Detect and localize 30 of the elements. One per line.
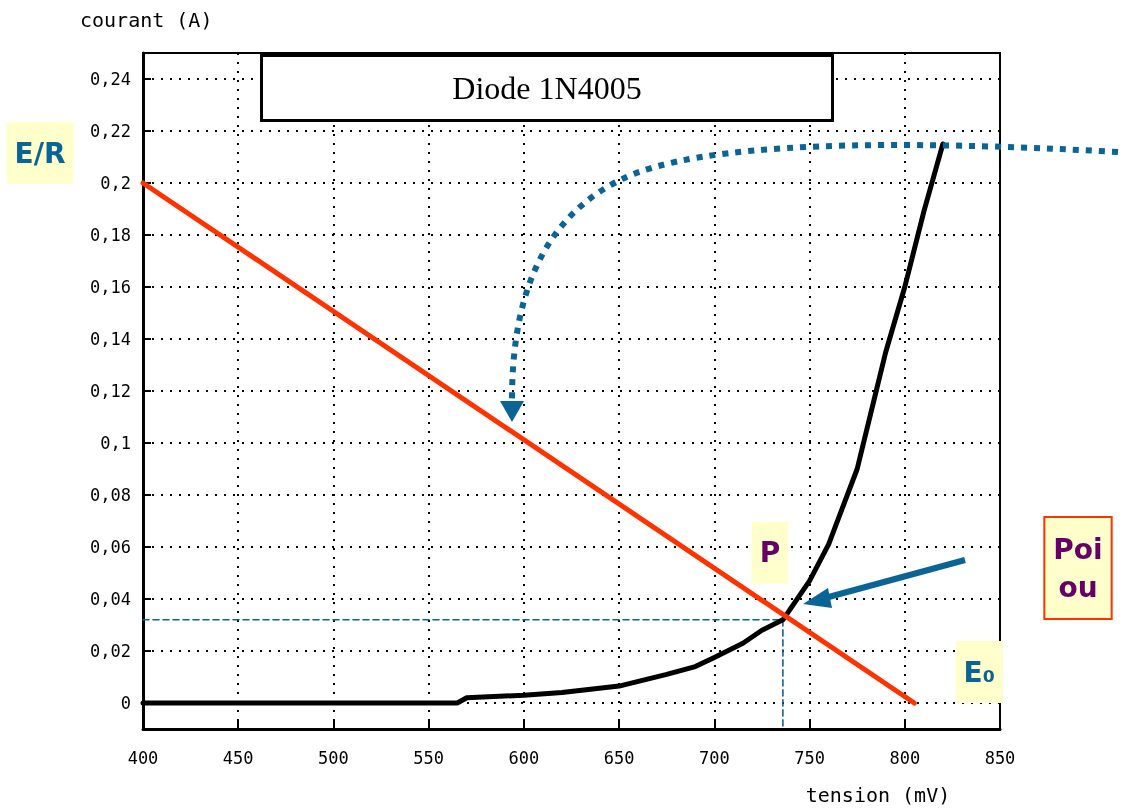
y-tick-label: 0,16 [90,277,131,297]
x-tick-label: 400 [127,747,159,768]
title-frame: Diode 1N4005 [260,54,834,122]
x-tick-label: 750 [794,747,825,768]
x-tick-label: 850 [984,747,1016,768]
x-tick-label: 700 [698,747,730,768]
y-axis-title: courant (A) [80,8,213,32]
y-tick-label: 0,02 [90,641,131,661]
y-tick-label: 0,12 [90,381,131,401]
y-tick-label: 0 [120,693,131,713]
text: Poi ou [1053,532,1103,604]
x-tick-label: 450 [222,747,254,768]
y-tick-label: 0,18 [90,225,131,245]
x-tick-label: 500 [318,747,349,768]
y-tick-label: 0,08 [90,485,131,505]
y-tick-label: 0,22 [90,121,131,141]
annotation: E₀ [963,655,995,689]
annotation: E/R [14,136,66,170]
y-tick-label: 0,24 [90,69,131,89]
x-axis-title: tension (mV) [805,783,951,807]
x-tick-label: 800 [889,747,921,768]
x-tick-label: 550 [413,747,445,768]
y-tick-label: 0,14 [90,329,131,349]
y-tick-label: 0,06 [90,537,131,557]
annotation: P [759,536,781,570]
x-tick-label: 650 [603,747,635,768]
x-tick-label: 600 [508,747,540,768]
y-tick-label: 0,2 [100,173,131,193]
y-tick-label: 0,04 [90,589,131,609]
y-tick-label: 0,1 [100,433,131,453]
